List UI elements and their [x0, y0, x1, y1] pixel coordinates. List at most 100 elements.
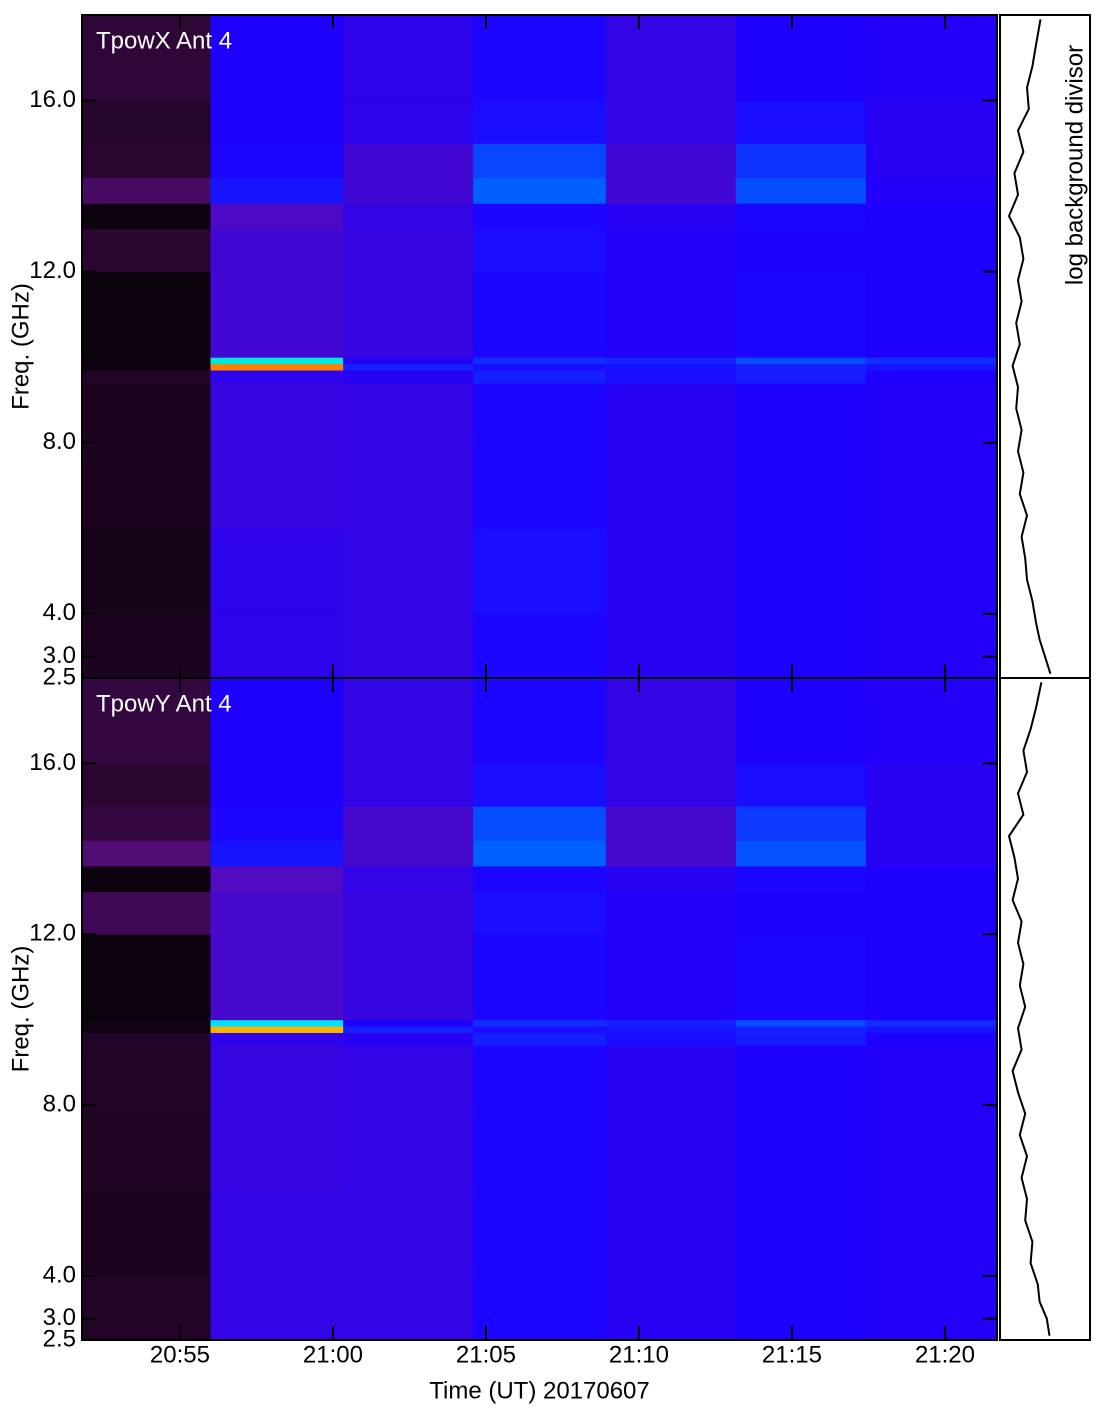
heatmap-cell [605, 442, 737, 529]
heatmap-cell [865, 763, 998, 807]
heatmap-cell [865, 1275, 998, 1341]
heatmap-cell [82, 528, 212, 615]
heatmap-cell [735, 1026, 867, 1033]
heatmap-cell [82, 203, 212, 230]
heatmap-cell [473, 271, 607, 358]
x-tick-label: 21:20 [915, 1341, 975, 1368]
y-tick-label: 16.0 [29, 749, 76, 776]
heatmap-cell [473, 382, 607, 444]
heatmap-cell [735, 1105, 867, 1192]
y-tick-label: 2.5 [43, 663, 76, 690]
heatmap-cell [343, 143, 474, 179]
heatmap-cell [343, 865, 474, 893]
heatmap-cell [865, 177, 998, 204]
y-tick-label: 16.0 [29, 86, 76, 113]
heatmap-cell [210, 763, 344, 807]
heatmap-cell [210, 228, 344, 273]
heatmap-cell [865, 806, 998, 841]
y-tick-label: 12.0 [29, 920, 76, 947]
heatmap-cell [210, 382, 344, 444]
y-axis-label: Freq. (GHz) [7, 283, 34, 410]
heatmap-cell [605, 1026, 737, 1033]
heatmap-cell [735, 1019, 867, 1027]
background-profile [1007, 19, 1052, 675]
heatmap-cell [735, 1275, 867, 1341]
heatmap-cell [82, 1190, 212, 1277]
heatmap-cell [865, 1019, 998, 1027]
heatmap-cell [210, 1105, 344, 1192]
heatmap-cell [473, 357, 607, 365]
heatmap-cell [735, 177, 867, 204]
heatmap-cell [82, 363, 212, 371]
y-tick-label: 8.0 [43, 428, 76, 455]
heatmap-cell [605, 370, 737, 384]
heatmap-cell [605, 891, 737, 935]
y-tick-label: 2.5 [43, 1325, 76, 1352]
heatmap-cell [473, 528, 607, 615]
heatmap-cell [865, 1105, 998, 1192]
heatmap-cell [343, 228, 474, 273]
heatmap-cell [473, 363, 607, 371]
heatmap-cell [210, 934, 344, 1021]
heatmap-cell [605, 271, 737, 358]
x-tick-label: 20:55 [150, 1341, 210, 1368]
heatmap-cell [473, 840, 607, 867]
heatmap-cell [210, 891, 344, 935]
heatmap-cell [210, 100, 344, 144]
heatmap-cell [865, 271, 998, 358]
heatmap-cell [735, 934, 867, 1021]
heatmap-cell [735, 370, 867, 384]
heatmap-cell [343, 1045, 474, 1106]
heatmap-cell [605, 15, 737, 102]
y-tick-label: 8.0 [43, 1090, 76, 1117]
heatmap-cell [210, 1019, 344, 1027]
heatmap-cell [82, 228, 212, 273]
heatmap-cell [343, 1105, 474, 1192]
heatmap-cell [473, 15, 607, 102]
panel-title: TpowY Ant 4 [96, 690, 232, 717]
heatmap-cell [865, 528, 998, 615]
heatmap-cell [82, 143, 212, 179]
heatmap-cell [210, 442, 344, 529]
heatmap-cell [473, 806, 607, 841]
heatmap-cell [210, 177, 344, 204]
panel-title: TpowX Ant 4 [96, 27, 232, 54]
heatmap-cell [343, 806, 474, 841]
heatmap-cell [82, 271, 212, 358]
heatmap-cell [865, 363, 998, 371]
y-tick-label: 3.0 [43, 642, 76, 669]
heatmap-cell [343, 1032, 474, 1046]
heatmap-cell [210, 613, 344, 679]
y-tick-label: 12.0 [29, 257, 76, 284]
heatmap-cell [865, 1026, 998, 1033]
heatmap-cell [735, 143, 867, 179]
heatmap-cell [735, 1190, 867, 1277]
y-tick-label: 4.0 [43, 599, 76, 626]
heatmap-cell [735, 363, 867, 371]
heatmap-cell [82, 177, 212, 204]
heatmap-cell [82, 442, 212, 529]
heatmap-cell [210, 528, 344, 615]
heatmap-cell [473, 934, 607, 1021]
plot-frame [81, 677, 998, 1341]
heatmap-cell [605, 806, 737, 841]
heatmap-cell [82, 370, 212, 384]
heatmap-cell [605, 177, 737, 204]
heatmap-cell [735, 228, 867, 273]
heatmap-cell [865, 143, 998, 179]
heatmap-cell [735, 442, 867, 529]
heatmap-cell [343, 382, 474, 444]
x-tick-label: 21:00 [303, 1341, 363, 1368]
heatmap-cell [735, 100, 867, 144]
heatmap-cell [82, 1019, 212, 1027]
heatmap-cell [605, 865, 737, 893]
heatmap-cell [210, 806, 344, 841]
heatmap-cell [735, 1032, 867, 1046]
heatmap-cell [473, 1032, 607, 1046]
heatmap-cell [865, 382, 998, 444]
heatmap-cell [865, 678, 998, 764]
heatmap-cell [343, 1190, 474, 1277]
heatmap-cell [210, 1045, 344, 1106]
heatmap-cell [605, 357, 737, 365]
heatmap-cell [735, 806, 867, 841]
